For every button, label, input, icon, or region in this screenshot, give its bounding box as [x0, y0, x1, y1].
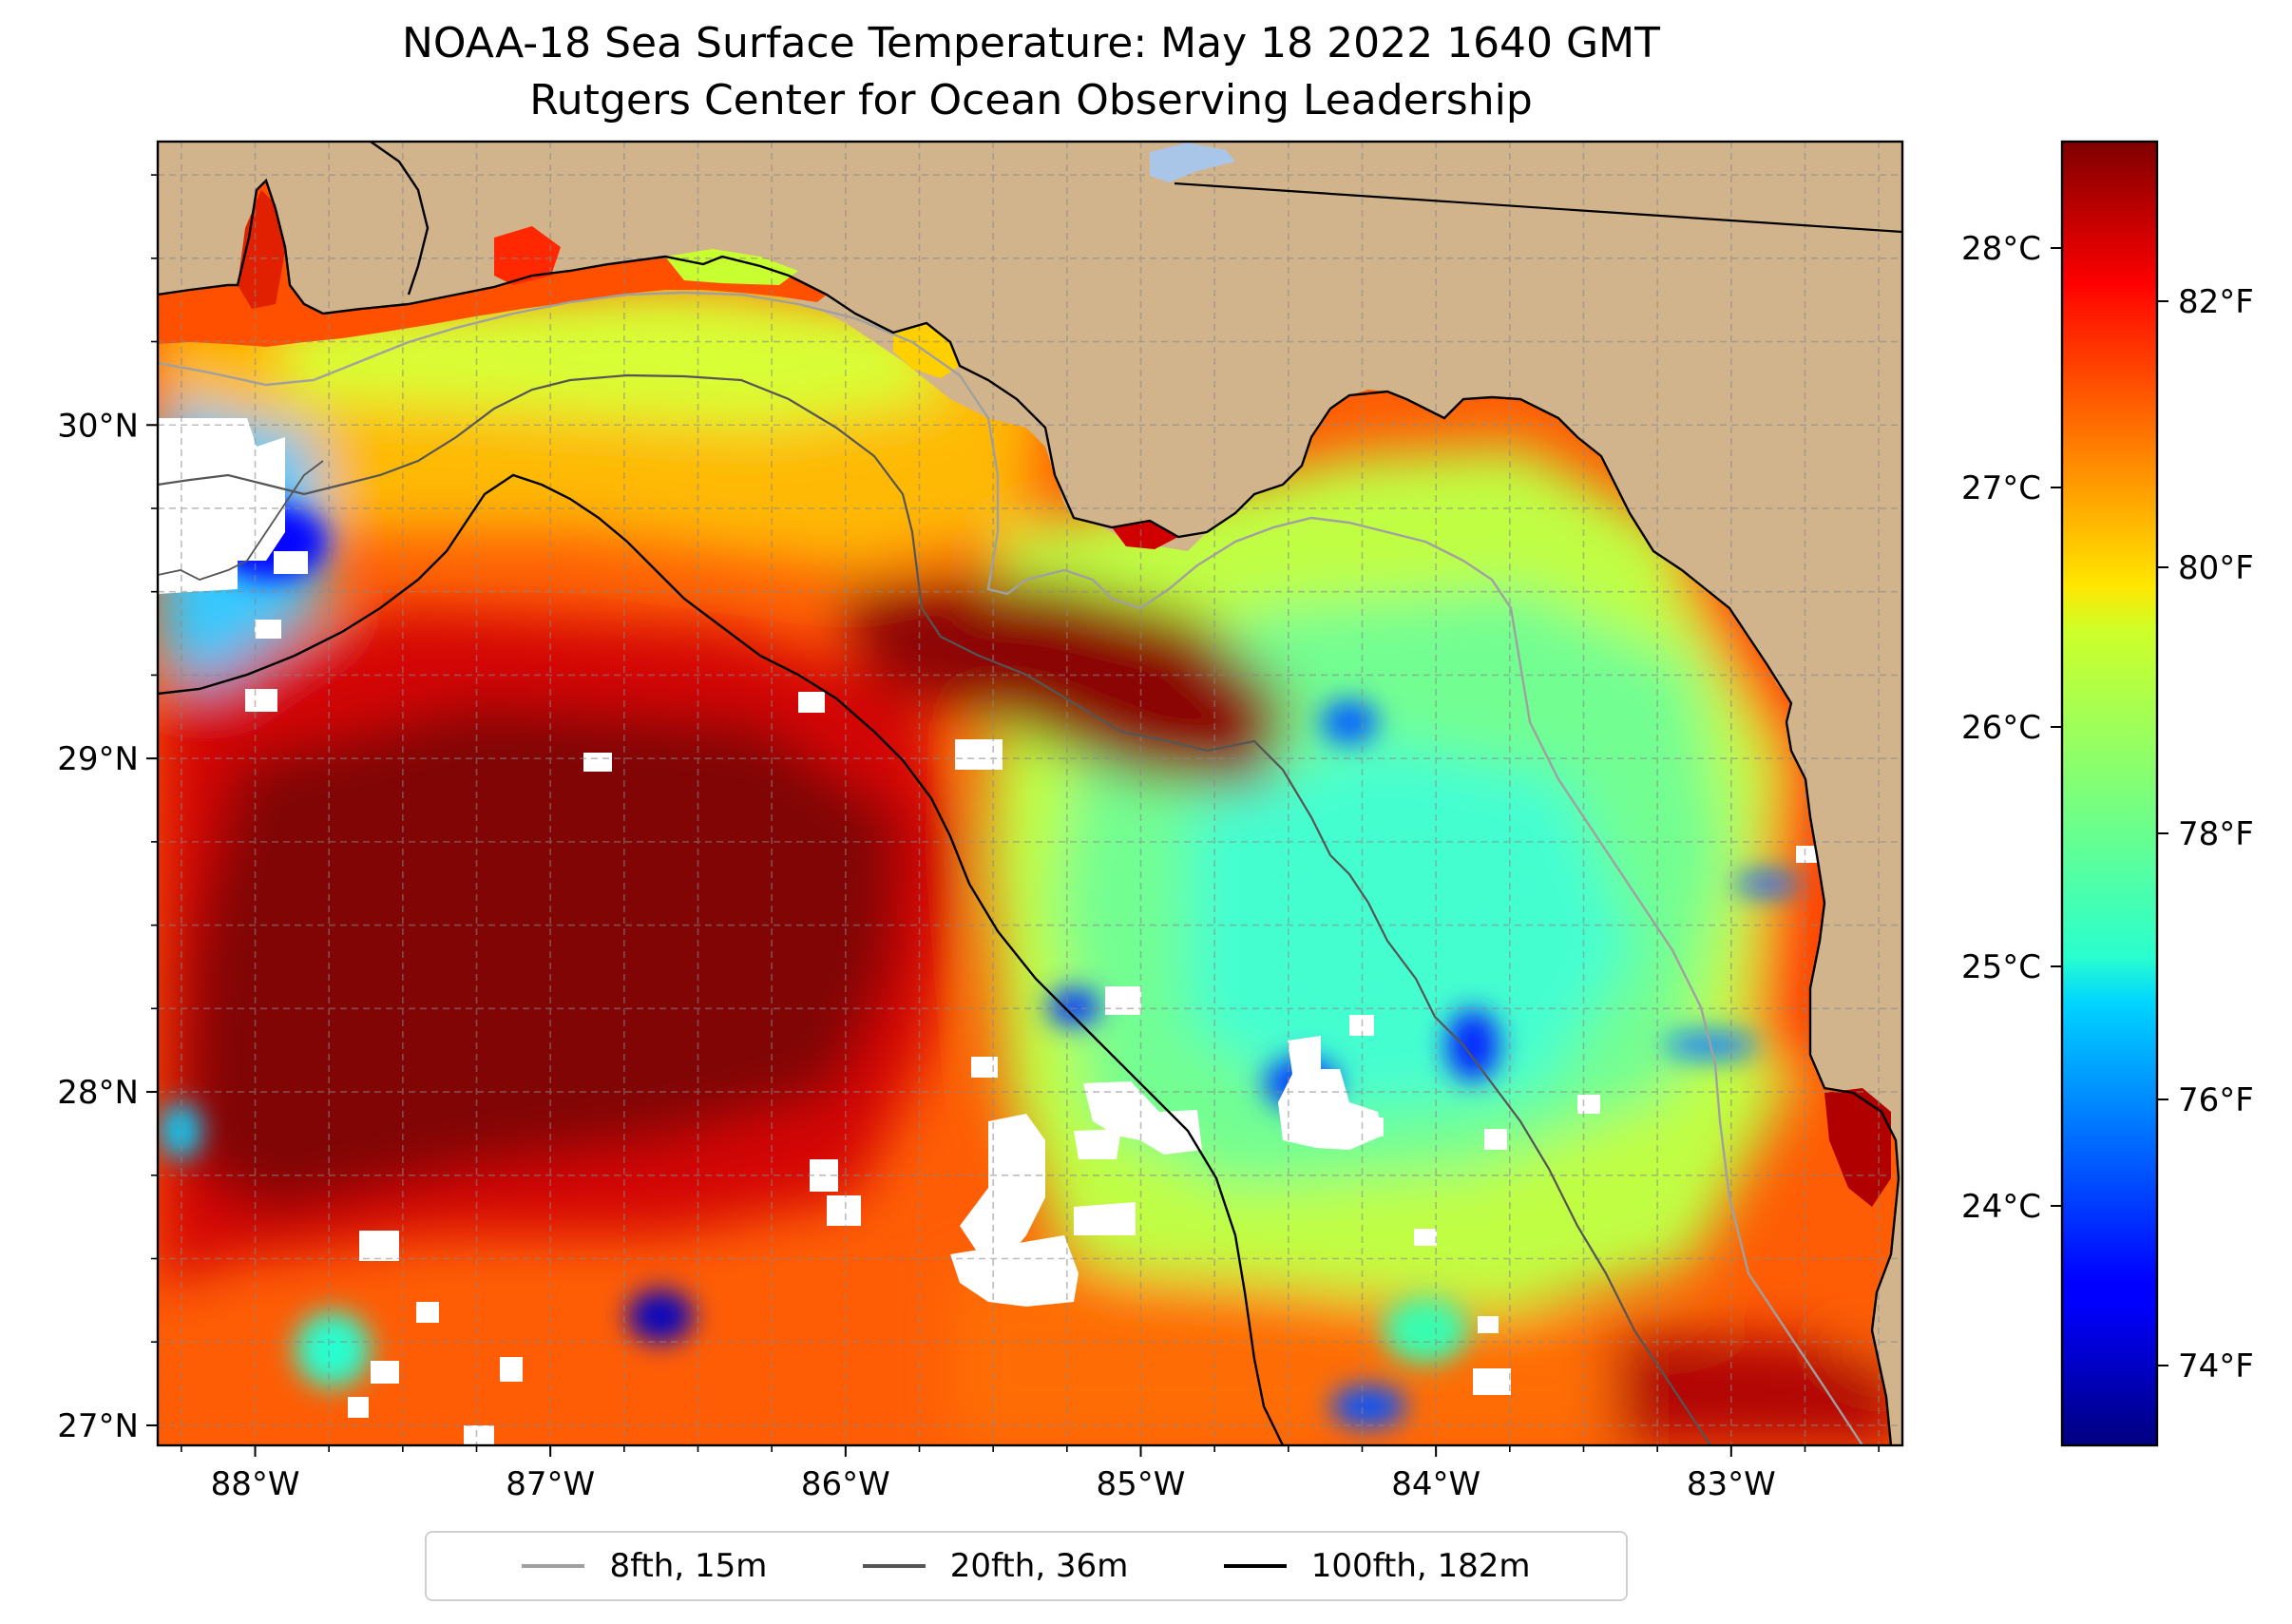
colorbar-frame	[2060, 140, 2159, 1447]
legend-swatch-8fth	[522, 1564, 585, 1568]
land	[158, 142, 1902, 1445]
colorbar-f-label: 82°F	[2178, 283, 2254, 321]
lon-tick-label: 88°W	[211, 1465, 300, 1503]
lon-tick-label: 83°W	[1687, 1465, 1776, 1503]
legend-label-8fth: 8fth, 15m	[609, 1547, 768, 1585]
colorbar-c-label: 26°C	[1961, 709, 2041, 747]
legend-label-100fth: 100fth, 182m	[1310, 1547, 1531, 1585]
legend-item-100fth: 100fth, 182m	[1223, 1547, 1531, 1585]
isobath-8fth	[158, 291, 1864, 1445]
colorbar-f-label: 74°F	[2178, 1347, 2254, 1385]
lat-tick-label: 30°N	[57, 407, 139, 445]
legend-label-20fth: 20fth, 36m	[949, 1547, 1129, 1585]
map-subtitle: Rutgers Center for Ocean Observing Leade…	[529, 76, 1533, 124]
lon-tick-label: 87°W	[506, 1465, 595, 1503]
map-title: NOAA-18 Sea Surface Temperature: May 18 …	[402, 19, 1660, 67]
minor-ticks	[151, 174, 1880, 1452]
isobaths	[158, 291, 1864, 1445]
colorbar-f-label: 76°F	[2178, 1081, 2254, 1119]
colorbar-c-label: 28°C	[1961, 230, 2041, 268]
colorbar-celsius-axis: 24°C 25°C 26°C 27°C 28°C	[1961, 230, 2062, 1226]
colorbar-f-label: 80°F	[2178, 549, 2254, 587]
lon-tick-label: 85°W	[1097, 1465, 1186, 1503]
grid-lines	[158, 142, 1902, 1445]
lat-tick-label: 27°N	[57, 1407, 139, 1445]
lon-tick-label: 84°W	[1391, 1465, 1480, 1503]
map-frame	[156, 140, 1904, 1447]
legend-swatch-20fth	[862, 1564, 926, 1568]
legend-swatch-100fth	[1223, 1564, 1287, 1568]
colorbar-gradient	[2062, 142, 2157, 1445]
isobath-20fth	[158, 373, 1711, 1445]
lat-tick-label: 29°N	[57, 740, 139, 778]
no-data-areas	[158, 418, 1817, 1445]
colorbar-c-label: 25°C	[1961, 948, 2041, 986]
inland-lake	[1150, 143, 1235, 182]
legend-item-20fth: 20fth, 36m	[862, 1547, 1129, 1585]
colorbar-c-label: 24°C	[1961, 1188, 2041, 1226]
colorbar-f-label: 78°F	[2178, 815, 2254, 853]
lon-tick-label: 86°W	[801, 1465, 890, 1503]
map-area	[158, 142, 1902, 1445]
lat-axis: 27°N 28°N 29°N 30°N	[57, 407, 158, 1445]
colorbar-fahrenheit-axis: 74°F 76°F 78°F 80°F 82°F	[2157, 283, 2254, 1385]
coastline	[158, 142, 1902, 1445]
lat-tick-label: 28°N	[57, 1074, 139, 1112]
lon-axis: 88°W 87°W 86°W 85°W 84°W 83°W	[211, 1445, 1776, 1503]
legend-item-8fth: 8fth, 15m	[522, 1547, 767, 1585]
colorbar: 74°F 76°F 78°F 80°F 82°F 24°C 25°C 26°C 27°C 28°…	[1961, 140, 2254, 1447]
isobath-100fth	[158, 473, 1285, 1445]
contour-legend: 8fth, 15m 20fth, 36m 100fth, 182m	[425, 1531, 1628, 1601]
colorbar-c-label: 27°C	[1961, 469, 2041, 507]
